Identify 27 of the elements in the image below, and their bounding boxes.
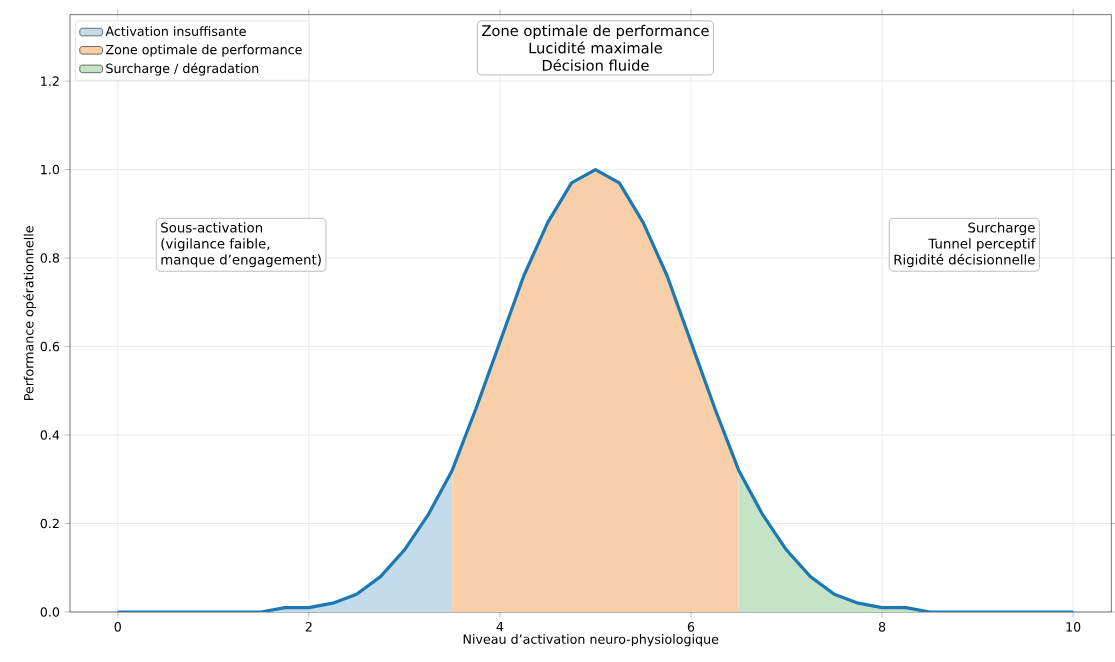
annotation: Zone optimale de performance (482, 24, 709, 40)
annotation: Rigidité décisionnelle (894, 253, 1035, 268)
y-tick-label: 0.2 (40, 518, 59, 529)
y-tick-label: 1.2 (41, 76, 59, 86)
y-tick-label: 0.4 (40, 430, 60, 440)
y-tick-label: 0.8 (40, 253, 60, 263)
annotation: Sous-activation (161, 222, 263, 233)
annotation: Lucidité maximale (529, 41, 662, 54)
y-tick-label: 1.0 (41, 164, 60, 175)
legend-label: Zone optimale de performance (106, 44, 302, 57)
legend-label: Activation insuffisante (105, 26, 246, 37)
y-axis-title: Performance opérationnelle (23, 226, 36, 400)
legend-label: Surcharge / dégradation (106, 62, 259, 76)
y-tick-label: 0.0 (40, 607, 60, 617)
x-tick-label: 2 (305, 622, 312, 632)
annotation: Surcharge (968, 222, 1035, 236)
annotation: manque d’engagement) (161, 254, 321, 268)
x-tick-label: 6 (687, 622, 695, 632)
annotation: Décision fluide (542, 58, 649, 71)
y-tick-label: 0.6 (40, 341, 60, 352)
x-tick-label: 10 (1066, 622, 1081, 632)
x-tick-label: 4 (496, 622, 504, 632)
annotation: Tunnel perceptif (928, 238, 1036, 252)
x-tick-label: 8 (878, 622, 886, 632)
x-axis-title: Niveau d’activation neuro-physiologique (463, 634, 719, 647)
x-tick-label: 0 (114, 622, 121, 632)
annotation: (vigilance faible, (161, 238, 270, 252)
